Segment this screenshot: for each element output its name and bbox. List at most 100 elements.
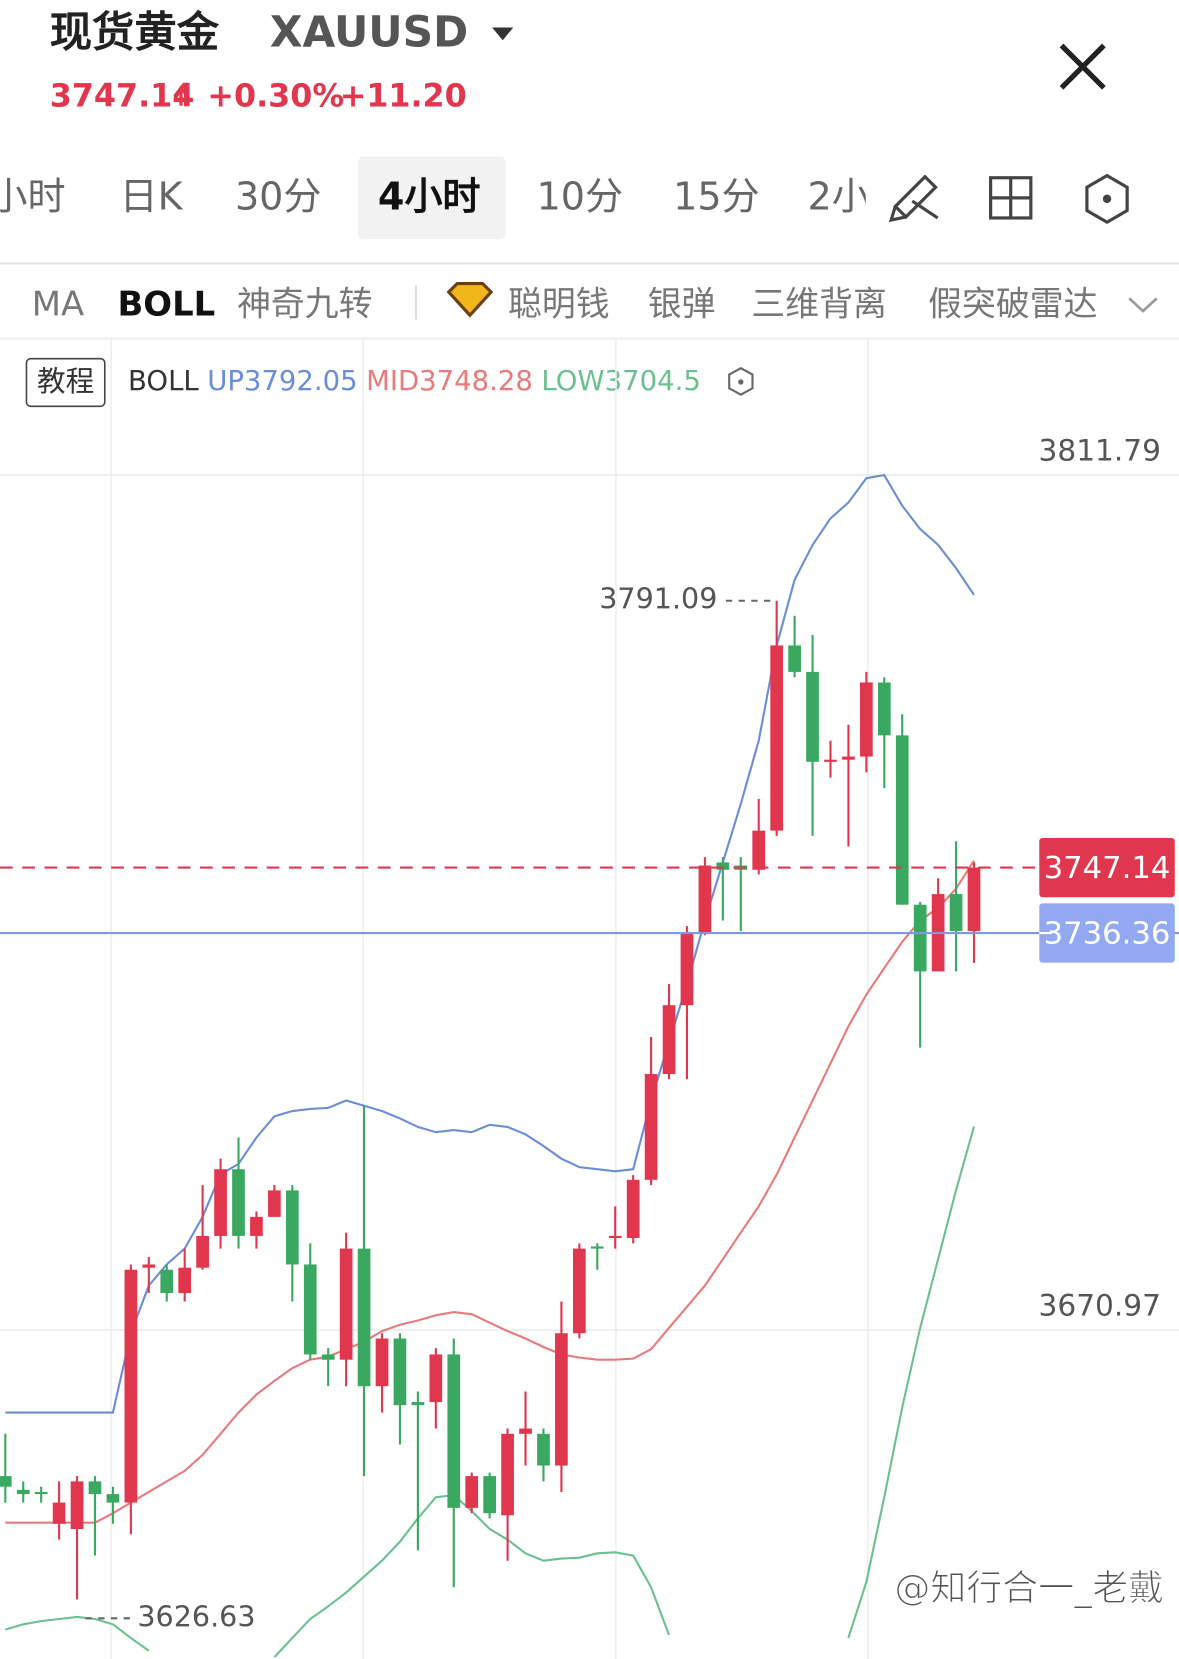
candle-body — [644, 1073, 658, 1180]
legend-mid-name: MID — [366, 365, 419, 397]
candle-body — [590, 1246, 604, 1249]
draw-tool-icon[interactable] — [888, 174, 939, 223]
candle-body — [465, 1476, 479, 1508]
max-label: 3791.09 — [599, 582, 717, 616]
candle-body — [160, 1269, 174, 1294]
candle-body — [842, 756, 855, 760]
candle-body — [949, 894, 963, 932]
change: +11.20 — [340, 78, 467, 114]
expand-chevron[interactable] — [1128, 297, 1158, 313]
candle-body — [626, 1179, 640, 1239]
last-price-label: 3747.14 — [1044, 851, 1171, 886]
indicator-tabs: MA BOLL 神奇九转 聪明钱 银弹 三维背离 假突破雷达 — [32, 284, 1098, 323]
min-label: 3626.63 — [137, 1599, 255, 1633]
candle-body — [303, 1264, 317, 1355]
active-tab-bg — [357, 156, 506, 240]
candle-body — [250, 1216, 263, 1236]
indicator[interactable]: MA — [32, 284, 84, 323]
candle-body — [913, 904, 927, 972]
candle-body — [519, 1428, 532, 1434]
tab[interactable]: 日K — [120, 174, 184, 218]
close-button[interactable] — [1059, 43, 1106, 90]
candle-body — [124, 1269, 138, 1503]
candle-body — [608, 1235, 622, 1239]
legend-up-name: UP — [207, 365, 244, 397]
boll-line — [5, 860, 975, 1524]
candle-body — [214, 1169, 227, 1236]
candle-body — [52, 1502, 66, 1524]
indicator[interactable]: 三维背离 — [751, 284, 886, 323]
active-tab[interactable]: 4小时 — [378, 174, 481, 218]
tab[interactable]: 15分 — [673, 174, 760, 218]
candle-body — [375, 1338, 389, 1387]
legend: BOLL UP3792.05 MID3748.28 LOW3704.5 — [128, 365, 701, 397]
candle-body — [321, 1354, 335, 1360]
candle-body — [537, 1433, 550, 1466]
legend-settings-icon[interactable] — [728, 366, 754, 396]
candle-body — [285, 1190, 299, 1265]
candle-body — [967, 867, 981, 932]
legend-up-value: 3792.05 — [244, 365, 358, 397]
change-pct: +0.30% — [207, 78, 344, 114]
legend-low-name: LOW — [541, 365, 604, 397]
tutorial-label: 教程 — [37, 364, 94, 398]
legend-title: BOLL — [128, 365, 199, 397]
candle-body — [178, 1267, 192, 1294]
candle-body — [501, 1433, 514, 1516]
candle-body — [70, 1481, 84, 1530]
candle-body — [196, 1235, 209, 1268]
candle-body — [88, 1481, 102, 1495]
layout-icon-lines — [990, 177, 1031, 218]
price: 3747.14 — [50, 78, 195, 114]
candle-body — [698, 865, 712, 934]
candle-body — [411, 1402, 425, 1406]
indicator[interactable]: 银弹 — [648, 284, 716, 323]
candle-body — [429, 1354, 443, 1403]
candle-body — [806, 671, 819, 762]
indicator[interactable]: 聪明钱 — [508, 284, 610, 323]
candle-body — [393, 1338, 407, 1406]
candle-body — [232, 1169, 245, 1236]
legend-low-value: 3704.5 — [605, 365, 701, 397]
up-arrow — [173, 85, 189, 106]
active-indicator[interactable]: BOLL — [117, 284, 215, 323]
candle-body — [106, 1494, 120, 1503]
candle-body — [860, 682, 873, 757]
indicator[interactable]: 假突破雷达 — [928, 284, 1097, 323]
candle-body — [16, 1489, 30, 1495]
ref-price-label: 3736.36 — [1044, 917, 1171, 952]
candle-body — [555, 1333, 568, 1466]
last-price-box — [1039, 837, 1175, 898]
tab[interactable]: 30分 — [235, 174, 322, 218]
ref-price-box — [1039, 903, 1175, 963]
candle-body — [357, 1248, 371, 1387]
settings-icon-dot — [1102, 194, 1112, 204]
tab[interactable]: 2小时 — [808, 174, 908, 218]
candle-body — [0, 1476, 12, 1487]
watermark: @知行合一_老戴 — [894, 1568, 1164, 1609]
symbol-dropdown[interactable] — [492, 27, 514, 41]
candle-body — [895, 735, 909, 905]
candle-body — [142, 1264, 156, 1268]
timeframe-tabs: 小时 日K 30分 4小时 10分 15分 2小时 — [0, 156, 908, 240]
diamond-icon — [446, 281, 494, 318]
candle-body — [716, 862, 730, 870]
overlay: 3811.79 3670.97 3747.14 3736.36 3791.09 3626.… — [85, 433, 1175, 1633]
y-tick-label: 3670.97 — [1039, 1288, 1161, 1322]
symbol[interactable]: XAUUSD — [270, 7, 468, 56]
candle-body — [483, 1476, 496, 1514]
candle-body — [572, 1248, 586, 1334]
indicator[interactable]: 神奇九转 — [237, 284, 372, 323]
candle-body — [339, 1248, 353, 1360]
tab[interactable]: 10分 — [537, 174, 624, 218]
candle-body — [877, 682, 891, 736]
tab[interactable]: 小时 — [0, 174, 66, 218]
candle-body — [788, 645, 801, 672]
settings-icon[interactable] — [1085, 173, 1129, 225]
y-tick-label: 3811.79 — [1039, 433, 1161, 467]
candle-body — [662, 1005, 676, 1074]
candle-body — [770, 645, 784, 831]
tutorial-button[interactable] — [25, 357, 106, 408]
